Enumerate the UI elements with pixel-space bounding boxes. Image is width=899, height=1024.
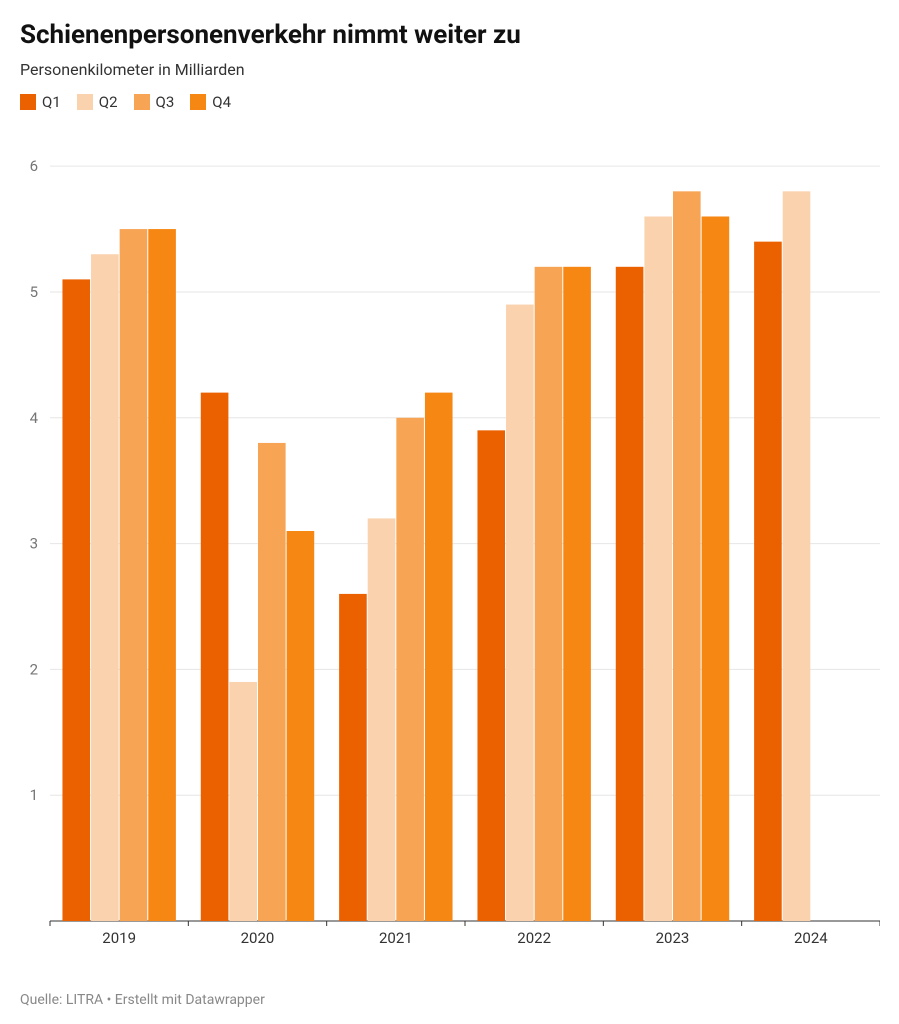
- legend-item-q3: Q3: [134, 93, 175, 111]
- bar-2020-q1: [201, 393, 229, 921]
- y-tick-label: 6: [30, 157, 38, 175]
- bar-2020-q2: [229, 682, 257, 921]
- legend-swatch-q1: [20, 94, 36, 110]
- bar-2019-q2: [91, 254, 119, 921]
- bar-2020-q4: [287, 531, 315, 921]
- y-tick-label: 5: [30, 283, 38, 301]
- legend-swatch-q2: [77, 94, 93, 110]
- bar-2022-q2: [506, 305, 534, 921]
- x-tick-label-2019: 2019: [102, 929, 136, 947]
- x-tick-label-2020: 2020: [241, 929, 275, 947]
- bar-2022-q3: [535, 267, 563, 921]
- chart-title: Schienenpersonenverkehr nimmt weiter zu: [20, 20, 879, 50]
- legend-item-q4: Q4: [190, 93, 231, 111]
- legend-item-q1: Q1: [20, 93, 61, 111]
- chart-plot-area: 1 2 3 4 5 6 2019 2020 2021 2022 2023 2024: [20, 131, 879, 978]
- bar-2021-q4: [425, 393, 453, 921]
- x-tick-label-2023: 2023: [656, 929, 690, 947]
- y-tick-label: 1: [30, 786, 38, 804]
- legend-label-q2: Q2: [99, 93, 118, 111]
- bar-2024-q2: [783, 191, 811, 921]
- bar-2023-q3: [673, 191, 701, 921]
- legend-swatch-q3: [134, 94, 150, 110]
- x-tick-label-2024: 2024: [794, 929, 828, 947]
- bar-2021-q1: [339, 594, 367, 921]
- bar-2020-q3: [258, 443, 286, 921]
- y-tick-label: 4: [30, 409, 39, 427]
- chart-subtitle: Personenkilometer in Milliarden: [20, 60, 879, 79]
- legend-item-q2: Q2: [77, 93, 118, 111]
- y-tick-label: 3: [30, 535, 38, 553]
- bar-2024-q1: [754, 242, 782, 921]
- legend-swatch-q4: [190, 94, 206, 110]
- bar-2023-q2: [644, 216, 672, 921]
- bar-2023-q1: [616, 267, 644, 921]
- bar-2019-q1: [62, 279, 90, 921]
- bar-2023-q4: [702, 216, 730, 921]
- bar-2019-q3: [120, 229, 148, 921]
- bar-2022-q4: [563, 267, 591, 921]
- chart-legend: Q1 Q2 Q3 Q4: [20, 93, 879, 111]
- legend-label-q3: Q3: [156, 93, 175, 111]
- bar-2021-q3: [396, 418, 424, 921]
- bar-2022-q1: [477, 430, 505, 921]
- chart-svg: 1 2 3 4 5 6 2019 2020 2021 2022 2023 2024: [20, 131, 880, 961]
- bar-2021-q2: [368, 518, 396, 921]
- x-tick-label-2022: 2022: [517, 929, 551, 947]
- legend-label-q4: Q4: [212, 93, 231, 111]
- y-tick-label: 2: [30, 660, 38, 678]
- legend-label-q1: Q1: [42, 93, 61, 111]
- chart-footer: Quelle: LITRA • Erstellt mit Datawrapper: [20, 992, 879, 1008]
- x-tick-label-2021: 2021: [379, 929, 413, 947]
- bar-2019-q4: [148, 229, 176, 921]
